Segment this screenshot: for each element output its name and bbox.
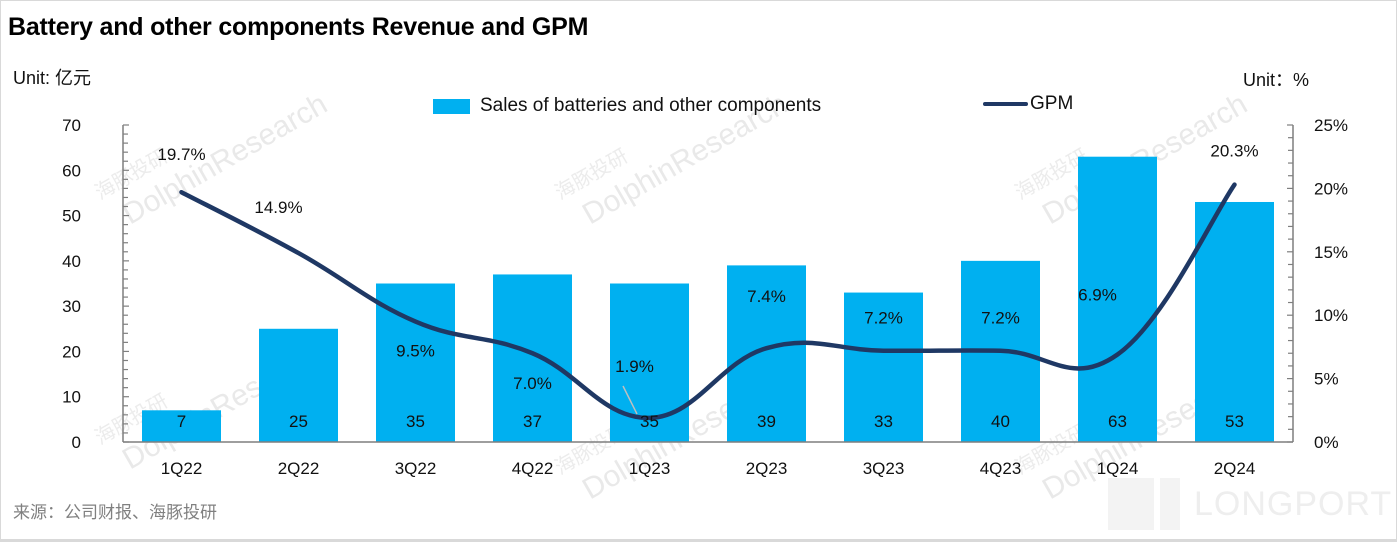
leader-line [622,385,638,415]
longport-watermark: LONGPORT [1108,478,1392,530]
legend-gpm-label: GPM [1030,93,1074,114]
right-tick-label: 25% [1314,116,1348,135]
gpm-value-label: 6.9% [1078,286,1117,305]
right-tick-label: 10% [1314,306,1348,325]
legend-sales-label: Sales of batteries and other components [480,95,822,116]
gpm-value-label: 20.3% [1210,142,1258,161]
category-label: 2Q24 [1214,459,1256,478]
data-labels: 7 25 35 37 35 39 33 40 63 53 19.7% 14.9% 9.5% 7.0% 1.9… [157,142,1258,431]
bar-2Q22 [259,328,338,442]
category-label: 2Q23 [746,459,788,478]
gpm-value-label: 19.7% [157,145,205,164]
left-tick-label: 60 [62,161,81,180]
bar-3Q23 [844,292,923,442]
chart-title: Battery and other components Revenue and… [8,13,589,41]
gpm-line [179,182,1237,421]
right-tick-label: 5% [1314,370,1339,389]
bar-value-label: 25 [289,412,308,431]
category-label: 2Q22 [278,459,320,478]
gpm-value-label: 7.4% [747,287,786,306]
source-note: 来源：公司财报、海豚投研 [13,503,217,522]
gpm-value-label: 7.0% [513,374,552,393]
left-tick-label: 40 [62,252,81,271]
bar-value-label: 63 [1108,412,1127,431]
bar-series [142,156,1274,442]
category-label: 3Q23 [863,459,905,478]
axes: 0 10 20 30 40 50 60 70 0% 5% 10% 15% 20% 25% 1Q22 2Q22 3… [62,116,1348,478]
right-tick-label: 20% [1314,179,1348,198]
gpm-value-label: 7.2% [981,309,1020,328]
left-tick-label: 20 [62,342,81,361]
left-axis-unit: Unit: 亿元 [13,68,92,88]
right-tick-label: 0% [1314,433,1339,452]
legend-bar-swatch [433,98,470,114]
bar-2Q24 [1195,201,1274,442]
category-label: 1Q23 [629,459,671,478]
bar-value-label: 39 [757,412,776,431]
bar-value-label: 35 [406,412,425,431]
right-axis-unit: Unit：% [1243,70,1310,90]
bar-2Q23 [727,265,806,442]
left-tick-label: 0 [72,433,81,452]
category-label: 3Q22 [395,459,437,478]
legend-item-sales: Sales of batteries and other components [433,95,821,117]
category-label: 4Q22 [512,459,554,478]
bar-value-label: 7 [177,412,186,431]
bar-1Q23 [610,283,689,442]
bar-4Q22 [493,274,572,442]
gpm-value-label: 1.9% [615,357,654,376]
legend-item-gpm: GPM [983,93,1073,115]
gpm-value-label: 14.9% [254,198,302,217]
gpm-value-label: 9.5% [396,342,435,361]
bar-1Q22 [142,410,221,442]
longport-logo-icon [1108,478,1180,530]
category-label: 4Q23 [980,459,1022,478]
right-tick-label: 15% [1314,243,1348,262]
legend-line-swatch [983,102,1028,106]
left-tick-label: 10 [62,388,81,407]
bar-value-label: 37 [523,412,542,431]
longport-brand-text: LONGPORT [1194,484,1393,523]
left-tick-label: 50 [62,207,81,226]
left-tick-label: 30 [62,297,81,316]
bar-value-label: 40 [991,412,1010,431]
category-label: 1Q24 [1097,459,1139,478]
line-series [179,182,1237,421]
gpm-value-label: 7.2% [864,309,903,328]
left-tick-label: 70 [62,116,81,135]
bar-value-label: 35 [640,412,659,431]
bar-value-label: 53 [1225,412,1244,431]
category-label: 1Q22 [161,459,203,478]
bar-1Q24 [1078,156,1157,442]
bar-value-label: 33 [874,412,893,431]
